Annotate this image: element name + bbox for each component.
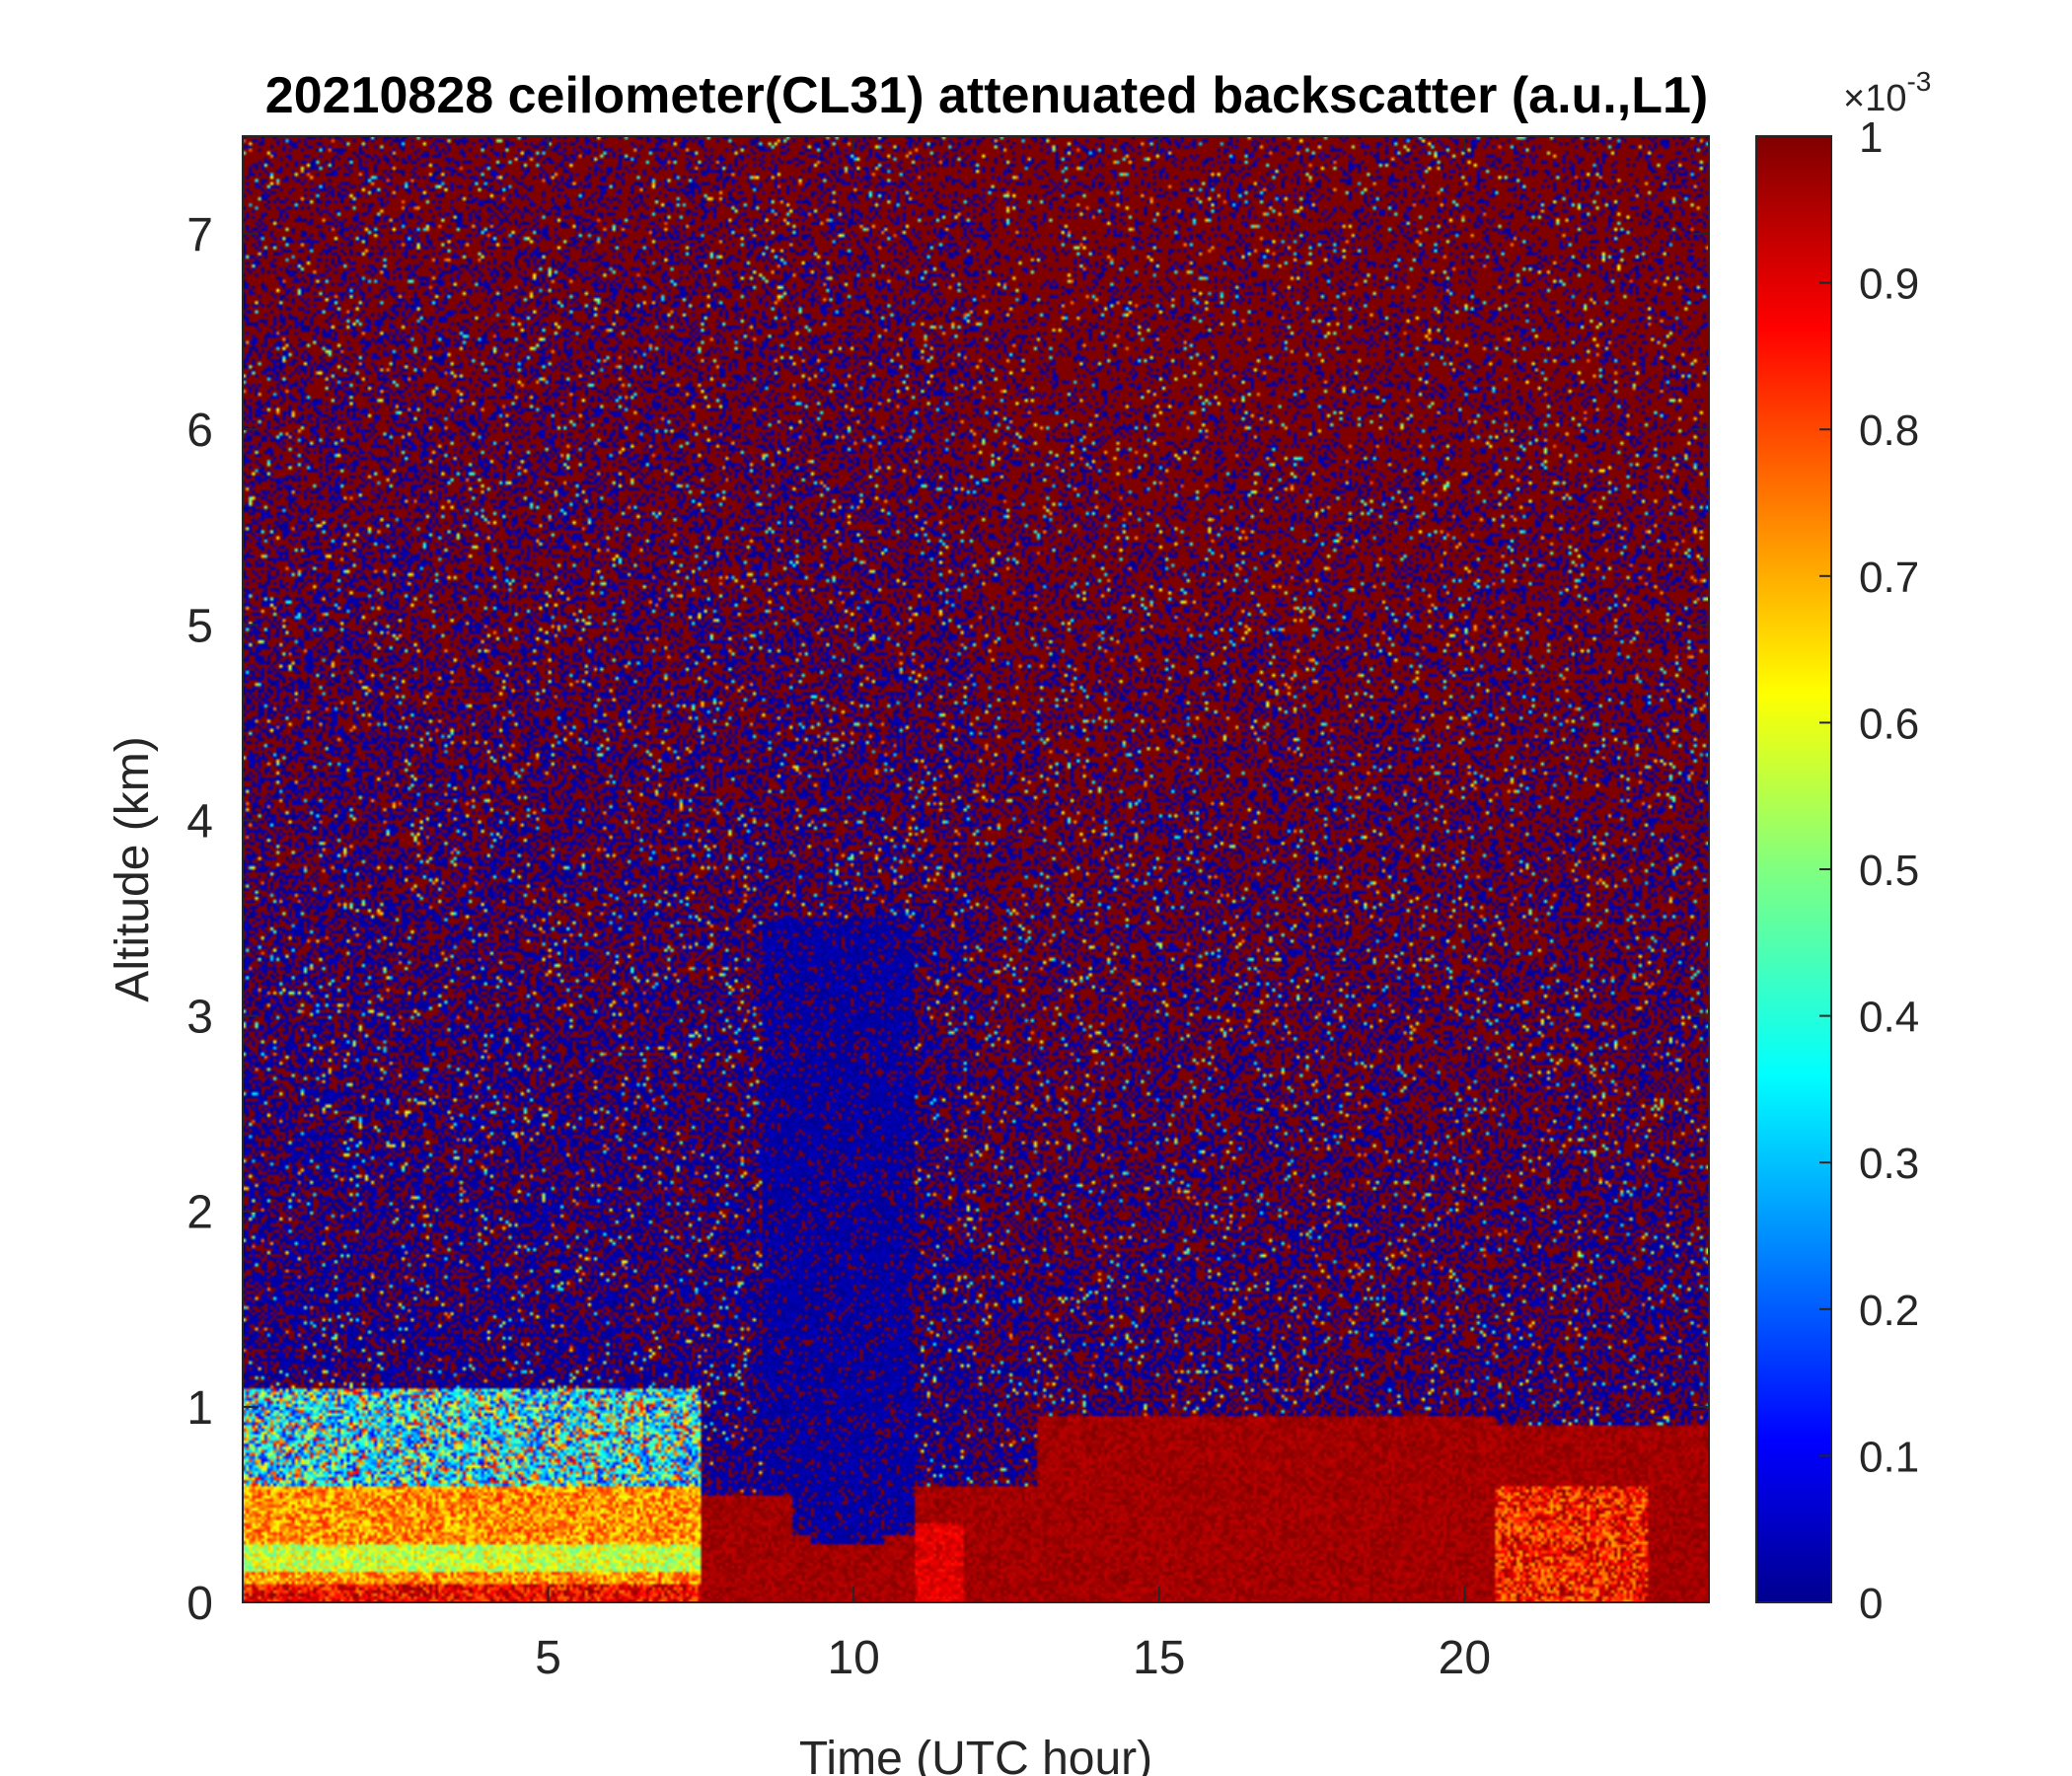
colorbar-gradient <box>1756 136 1831 1602</box>
y-tick-label: 4 <box>186 795 213 848</box>
colorbar-ticks: 0 0.1 0.2 0.3 0.4 0.5 0.6 0.7 0.8 0.9 1 <box>1819 113 1919 1628</box>
colorbar-tick-label: 0.7 <box>1859 554 1919 602</box>
y-tick-label: 7 <box>186 209 213 261</box>
y-axis-label: Altitude (km) <box>107 736 159 1001</box>
y-tick-label: 5 <box>186 600 213 652</box>
colorbar-multiplier: ×10-3 <box>1843 66 1931 119</box>
colorbar-tick-label: 0.5 <box>1859 847 1919 895</box>
x-tick-label: 5 <box>535 1632 561 1684</box>
colorbar-tick-label: 1 <box>1859 113 1883 162</box>
colorbar-tick-label: 0.2 <box>1859 1287 1919 1335</box>
colorbar-tick-label: 0.6 <box>1859 700 1919 748</box>
x-axis-ticks: 5 10 15 20 <box>535 136 1491 1684</box>
colorbar-tick-label: 0.1 <box>1859 1433 1919 1481</box>
x-tick-label: 15 <box>1133 1632 1185 1684</box>
colorbar-tick-label: 0.9 <box>1859 260 1919 309</box>
colorbar-tick-label: 0 <box>1859 1580 1883 1628</box>
x-tick-label: 20 <box>1439 1632 1491 1684</box>
x-axis-label: Time (UTC hour) <box>799 1733 1152 1776</box>
y-tick-label: 6 <box>186 405 213 457</box>
y-tick-label: 2 <box>186 1187 213 1239</box>
colorbar-tick-label: 0.4 <box>1859 994 1919 1042</box>
colorbar-tick-label: 0.3 <box>1859 1140 1919 1188</box>
heatmap-frame <box>242 135 1710 1603</box>
y-axis-ticks: 0 1 2 3 4 5 6 7 <box>186 209 1709 1630</box>
y-tick-label: 0 <box>186 1578 213 1630</box>
y-tick-label: 1 <box>186 1382 213 1435</box>
colorbar-tick-label: 0.8 <box>1859 407 1919 455</box>
colorbar: 0 0.1 0.2 0.3 0.4 0.5 0.6 0.7 0.8 0.9 1 ×10-3 <box>1755 66 1931 1628</box>
y-tick-label: 3 <box>186 992 213 1044</box>
chart-title: 20210828 ceilometer(CL31) attenuated bac… <box>265 67 1708 124</box>
heatmap-axes: 5 10 15 20 0 1 2 3 4 5 6 7 <box>186 135 1710 1684</box>
heatmap-image <box>243 136 1709 1602</box>
x-tick-label: 10 <box>827 1632 879 1684</box>
